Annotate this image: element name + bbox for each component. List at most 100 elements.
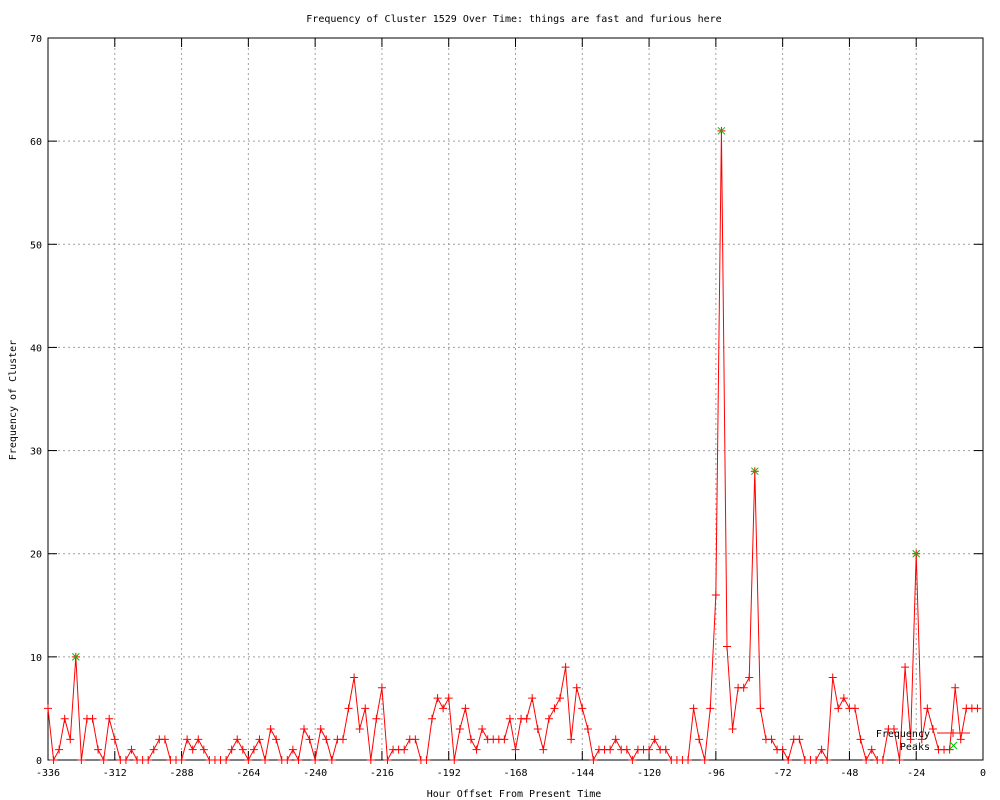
frequency-point bbox=[110, 735, 119, 744]
frequency-point bbox=[121, 756, 130, 764]
frequency-point bbox=[745, 673, 754, 682]
series-layer bbox=[44, 126, 982, 764]
frequency-point bbox=[778, 745, 787, 754]
plot-border bbox=[47, 37, 984, 761]
frequency-point bbox=[327, 756, 336, 764]
y-tick-label: 40 bbox=[30, 343, 42, 354]
frequency-point bbox=[578, 704, 587, 713]
frequency-point bbox=[622, 745, 631, 754]
frequency-point bbox=[895, 756, 904, 764]
chart-title: Frequency of Cluster 1529 Over Time: thi… bbox=[306, 14, 721, 25]
frequency-point bbox=[973, 704, 982, 713]
frequency-point bbox=[917, 735, 926, 744]
frequency-point bbox=[366, 756, 375, 764]
frequency-point bbox=[322, 735, 331, 744]
frequency-point bbox=[377, 683, 386, 692]
frequency-point bbox=[839, 694, 848, 703]
frequency-point bbox=[628, 756, 637, 764]
frequency-point bbox=[383, 756, 392, 764]
frequency-point bbox=[784, 756, 793, 764]
frequency-point bbox=[901, 663, 910, 672]
frequency-point bbox=[244, 756, 253, 764]
frequency-point bbox=[812, 756, 821, 764]
frequency-point bbox=[645, 745, 654, 754]
frequency-point bbox=[500, 735, 509, 744]
frequency-point bbox=[589, 756, 598, 764]
frequency-point bbox=[522, 714, 531, 723]
frequency-point bbox=[505, 714, 514, 723]
x-tick-label: -264 bbox=[236, 768, 260, 779]
frequency-point bbox=[684, 756, 693, 764]
legend-marker-peaks bbox=[949, 741, 958, 750]
legend-marker-frequency bbox=[949, 729, 957, 737]
y-axis-label: Frequency of Cluster bbox=[8, 340, 19, 460]
frequency-point bbox=[834, 704, 843, 713]
frequency-point bbox=[94, 745, 103, 754]
frequency-point bbox=[556, 694, 565, 703]
frequency-point bbox=[77, 756, 86, 764]
frequency-point bbox=[199, 745, 208, 754]
legend: Frequency Peaks bbox=[876, 729, 970, 753]
x-tick-label: -312 bbox=[103, 768, 127, 779]
frequency-point bbox=[60, 714, 69, 723]
y-tick-label: 10 bbox=[30, 653, 42, 664]
frequency-point bbox=[928, 725, 937, 734]
y-tick-label: 70 bbox=[30, 34, 42, 45]
frequency-point bbox=[344, 704, 353, 713]
frequency-point bbox=[55, 745, 64, 754]
frequency-point bbox=[428, 714, 437, 723]
frequency-point bbox=[261, 756, 270, 764]
frequency-point bbox=[817, 745, 826, 754]
frequency-point bbox=[311, 756, 320, 764]
frequency-point bbox=[177, 756, 186, 764]
frequency-point bbox=[288, 745, 297, 754]
frequency-point bbox=[478, 725, 487, 734]
frequency-point bbox=[728, 725, 737, 734]
frequency-point bbox=[923, 704, 932, 713]
frequency-point bbox=[567, 735, 576, 744]
frequency-point bbox=[400, 745, 409, 754]
x-tick-label: -144 bbox=[570, 768, 594, 779]
frequency-point bbox=[511, 745, 520, 754]
frequency-point bbox=[372, 714, 381, 723]
frequency-point bbox=[361, 704, 370, 713]
x-tick-label: -48 bbox=[840, 768, 858, 779]
frequency-point bbox=[105, 714, 114, 723]
x-tick-labels: -336 -312 -288 -264 -240 -216 -192 -168 -144 -120… bbox=[36, 768, 986, 779]
frequency-point bbox=[450, 756, 459, 764]
frequency-point bbox=[572, 683, 581, 692]
y-tick-label: 30 bbox=[30, 447, 42, 458]
frequency-point bbox=[127, 745, 136, 754]
frequency-point bbox=[533, 725, 542, 734]
frequency-point bbox=[294, 756, 303, 764]
frequency-point bbox=[823, 756, 832, 764]
frequency-point bbox=[561, 663, 570, 672]
frequency-point bbox=[249, 745, 258, 754]
x-tick-label: -216 bbox=[370, 768, 394, 779]
frequency-point bbox=[606, 745, 615, 754]
y-tick-label: 20 bbox=[30, 550, 42, 561]
frequency-point bbox=[255, 735, 264, 744]
x-tick-label: -24 bbox=[907, 768, 925, 779]
frequency-point bbox=[411, 735, 420, 744]
frequency-point bbox=[433, 694, 442, 703]
frequency-point bbox=[266, 725, 275, 734]
x-tick-label: -72 bbox=[774, 768, 792, 779]
frequency-point bbox=[472, 745, 481, 754]
frequency-point bbox=[828, 673, 837, 682]
frequency-point bbox=[144, 756, 153, 764]
x-tick-label: -240 bbox=[303, 768, 327, 779]
frequency-point bbox=[238, 745, 247, 754]
frequency-point bbox=[183, 735, 192, 744]
legend-label-frequency: Frequency bbox=[876, 729, 930, 740]
x-tick-label: -288 bbox=[170, 768, 194, 779]
frequency-point bbox=[722, 642, 731, 651]
peak-point bbox=[717, 126, 726, 135]
frequency-point bbox=[867, 745, 876, 754]
x-axis-label: Hour Offset From Present Time bbox=[427, 789, 602, 800]
x-tick-label: -192 bbox=[437, 768, 461, 779]
peak-point bbox=[912, 549, 921, 558]
frequency-point bbox=[550, 704, 559, 713]
frequency-point bbox=[650, 735, 659, 744]
